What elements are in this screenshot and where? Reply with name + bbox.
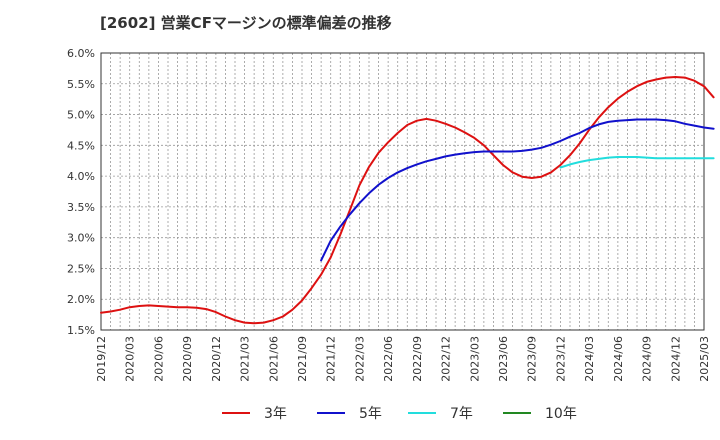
x-tick-label: 2020/12 (210, 336, 223, 382)
x-tick-label: 2022/12 (440, 336, 453, 382)
x-tick-label: 2024/06 (612, 336, 625, 382)
x-tick-label: 2020/03 (124, 336, 137, 382)
legend-label: 10年 (545, 406, 577, 422)
y-tick-label: 5.5% (67, 78, 95, 91)
x-tick-label: 2024/12 (669, 336, 682, 382)
x-tick-label: 2023/12 (554, 336, 567, 382)
x-tick-label: 2025/03 (698, 336, 711, 382)
x-tick-label: 2022/03 (353, 336, 366, 382)
chart-title: [2602] 営業CFマージンの標準偏差の推移 (100, 14, 392, 32)
x-tick-label: 2022/09 (411, 336, 424, 382)
series-line (559, 156, 715, 169)
y-tick-label: 2.5% (67, 262, 95, 275)
x-tick-label: 2023/06 (497, 336, 510, 382)
x-tick-label: 2021/12 (325, 336, 338, 382)
x-tick-label: 2024/09 (641, 336, 654, 382)
plot-area (101, 53, 704, 330)
x-tick-label: 2021/09 (296, 336, 309, 382)
x-tick-label: 2024/03 (583, 336, 596, 382)
y-tick-label: 5.0% (67, 109, 95, 122)
plot-frame (100, 52, 705, 331)
y-tick-label: 4.5% (67, 139, 95, 152)
series-line (320, 118, 715, 262)
legend-label: 3年 (264, 406, 287, 422)
legend-label: 5年 (359, 406, 382, 422)
x-tick-label: 2023/09 (526, 336, 539, 382)
y-tick-label: 3.5% (67, 201, 95, 214)
y-tick-label: 1.5% (67, 324, 95, 337)
y-tick-label: 4.0% (67, 170, 95, 183)
x-tick-label: 2020/06 (152, 336, 165, 382)
y-tick-label: 6.0% (67, 47, 95, 60)
x-tick-label: 2021/03 (239, 336, 252, 382)
legend-label: 7年 (450, 406, 473, 422)
x-tick-label: 2023/03 (468, 336, 481, 382)
x-tick-label: 2022/06 (382, 336, 395, 382)
series-line (100, 76, 715, 325)
x-tick-label: 2020/09 (181, 336, 194, 382)
y-tick-label: 2.0% (67, 293, 95, 306)
y-tick-label: 3.0% (67, 232, 95, 245)
x-tick-label: 2019/12 (95, 336, 108, 382)
x-tick-label: 2021/06 (267, 336, 280, 382)
